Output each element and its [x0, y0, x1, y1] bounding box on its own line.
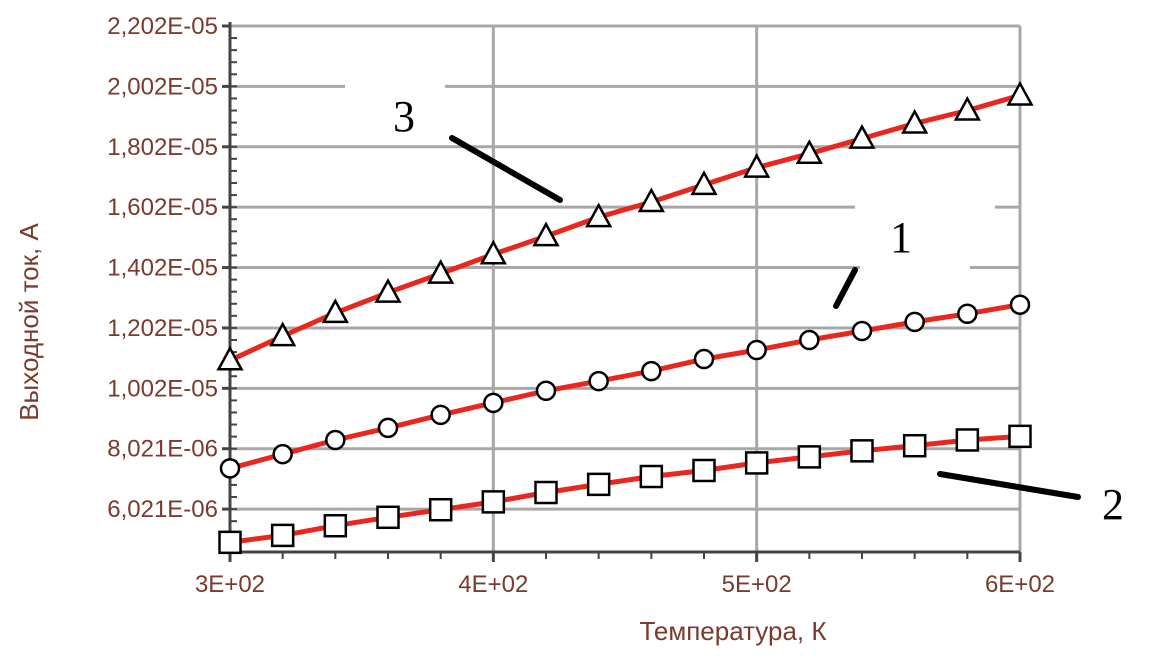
square-marker	[323, 513, 348, 538]
y-tick-label: 1,202E-05	[107, 315, 218, 342]
square-marker	[428, 497, 453, 522]
square-marker	[534, 480, 558, 505]
circle-marker	[535, 380, 557, 402]
triangle-marker	[901, 108, 929, 134]
square-marker	[218, 530, 242, 555]
triangle-marker	[637, 187, 665, 213]
series-line	[228, 92, 1021, 363]
triangle-marker	[585, 202, 613, 228]
circle-marker	[799, 329, 820, 351]
triangle-marker	[848, 124, 876, 149]
x-tick-label: 4E+02	[458, 571, 528, 598]
circle-marker	[483, 392, 504, 414]
circle-marker	[904, 311, 925, 333]
circle-marker	[746, 339, 767, 361]
square-marker	[850, 439, 874, 463]
y-tick-label: 2,202E-05	[107, 13, 218, 40]
circle-marker	[957, 303, 978, 325]
circle-marker	[1009, 294, 1031, 315]
x-tick-label: 6E+02	[985, 571, 1055, 598]
series-1	[219, 294, 1031, 479]
y-tick-label: 1,002E-05	[107, 375, 218, 402]
square-marker	[270, 523, 295, 548]
square-marker	[639, 464, 664, 489]
series-line	[229, 302, 1021, 471]
y-tick-label: 8,021E-06	[107, 436, 218, 463]
square-marker	[376, 505, 400, 530]
square-marker	[586, 472, 611, 497]
plot-area	[228, 22, 1020, 554]
square-marker	[744, 451, 769, 475]
series-2	[218, 424, 1032, 555]
square-marker	[902, 433, 927, 458]
y-tick-label: 1,602E-05	[107, 194, 218, 221]
square-marker	[481, 490, 506, 514]
circle-marker	[430, 404, 451, 426]
x-axis-title: Температура, К	[639, 616, 826, 646]
label-clearance	[345, 80, 445, 92]
triangle-marker	[269, 321, 297, 347]
triangle-marker	[1006, 80, 1034, 106]
circle-marker	[693, 348, 715, 370]
curve-3-pointer	[449, 135, 563, 203]
triangle-marker	[427, 258, 455, 284]
triangle-marker	[216, 345, 244, 371]
circle-marker	[272, 443, 293, 465]
curve-1-pointer	[833, 267, 858, 309]
curve-2-label: 2	[1102, 480, 1124, 529]
x-axis: 3E+02 4E+02 5E+02 6E+02	[195, 552, 1055, 598]
grid-lines	[228, 24, 1022, 552]
circle-marker	[588, 370, 609, 392]
y-axis: 6,021E-06 8,021E-06 1,002E-05 1,202E-05 1,40…	[107, 13, 237, 547]
triangle-marker	[321, 298, 349, 324]
triangle-marker	[690, 170, 718, 196]
triangle-marker	[479, 239, 507, 265]
y-tick-label: 2,002E-05	[107, 73, 218, 100]
curve-3-label: 3	[393, 92, 415, 141]
x-tick-label: 5E+02	[722, 571, 792, 598]
label-clearance	[860, 262, 970, 276]
label-clearance	[855, 196, 995, 210]
circle-marker	[641, 360, 662, 382]
circle-marker	[851, 320, 873, 342]
curve-2-pointer	[937, 471, 1081, 500]
series-line	[229, 433, 1021, 545]
y-tick-label: 1,802E-05	[107, 134, 218, 161]
x-tick-label: 3E+02	[195, 571, 265, 598]
triangle-marker	[532, 221, 560, 247]
circle-marker	[219, 458, 241, 479]
y-axis-title: Выходной ток, А	[14, 223, 44, 421]
series-layer	[216, 80, 1034, 555]
circle-marker	[325, 429, 346, 451]
square-marker	[692, 458, 716, 483]
series-3	[216, 80, 1034, 371]
y-tick-label: 1,402E-05	[107, 255, 218, 282]
square-marker	[1008, 424, 1032, 449]
triangle-marker	[374, 278, 402, 303]
curve-annotations: 3 1 2	[393, 92, 1124, 529]
circle-marker	[377, 417, 399, 439]
curve-1-label: 1	[890, 213, 912, 262]
y-tick-label: 6,021E-06	[107, 496, 218, 523]
square-marker	[797, 445, 822, 469]
triangle-marker	[795, 139, 823, 164]
triangle-marker	[953, 95, 981, 121]
triangle-marker	[743, 153, 771, 178]
square-marker	[955, 428, 980, 452]
